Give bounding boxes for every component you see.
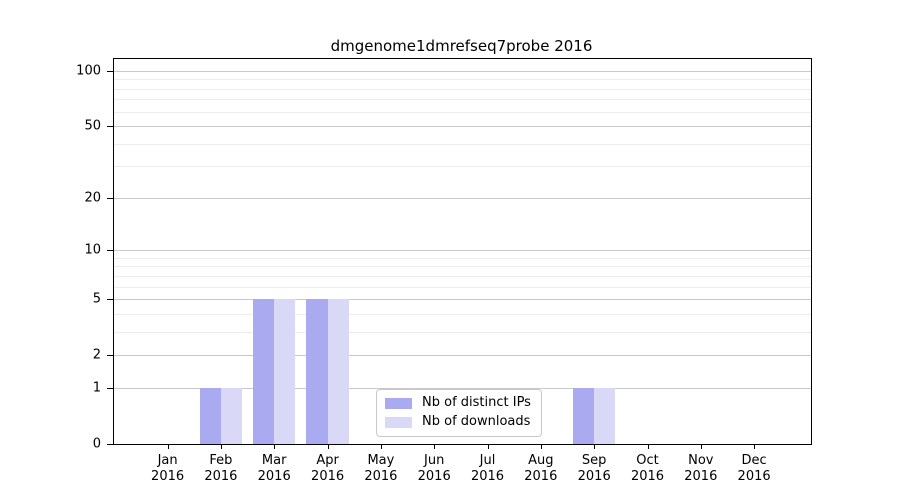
major-gridline-2 [114,355,811,357]
y-tick-label-20: 20 [84,190,101,206]
x-tick-label-oct: Oct 2016 [630,453,665,484]
x-tick-label-nov: Nov 2016 [684,453,718,484]
chart-title: dmgenome1dmrefseq7probe 2016 [330,37,593,55]
x-tick-label-jun: Jun 2016 [417,453,451,484]
y-tick-label-5: 5 [92,291,101,307]
minor-gridline-60 [114,111,811,113]
x-tick-mark-feb [220,444,222,449]
major-gridline-50 [114,126,811,128]
x-tick-label-sep: Sep 2016 [577,453,611,484]
major-gridline-100 [114,70,811,72]
plot-area: 0 1 2 5 10 20 50 100 Jan 2016 Feb 2016 Mar 2016 Apr… [76,58,812,484]
minor-gridline-7 [114,275,811,277]
major-gridline-20 [114,197,811,199]
minor-gridline-9 [114,257,811,259]
minor-gridline-70 [114,99,811,101]
minor-gridline-4 [114,313,811,315]
major-gridline-10 [114,250,811,252]
bar-distinct-ips-sep [572,388,595,444]
y-tick-label-100: 100 [76,63,101,79]
y-tick-mark-100 [107,70,113,72]
x-tick-mark-mar [274,444,276,449]
y-tick-label-50: 50 [84,118,101,134]
y-tick-label-10: 10 [84,242,101,258]
x-tick-mark-may [380,444,382,449]
minor-gridline-30 [114,166,811,168]
legend-swatch-distinct-ips [385,397,412,409]
y-tick-label-2: 2 [92,347,101,363]
y-tick-mark-1 [107,388,113,389]
minor-gridline-8 [114,266,811,268]
bar-distinct-ips-feb [199,388,221,444]
bar-downloads-mar [274,299,296,444]
minor-gridline-6 [114,286,811,288]
bar-downloads-feb [220,388,243,444]
y-tick-mark-20 [107,197,113,199]
x-tick-label-dec: Dec 2016 [737,453,771,484]
x-tick-mark-aug [540,444,542,449]
y-tick-mark-0 [107,444,113,445]
legend-swatch-downloads [385,416,412,428]
minor-gridline-3 [114,331,811,333]
x-tick-mark-nov [700,444,702,449]
legend-entry-distinct-ips: Nb of distinct IPs [385,395,531,411]
legend-label-downloads: Nb of downloads [422,414,531,429]
y-tick-mark-50 [107,126,113,128]
legend-label-distinct-ips: Nb of distinct IPs [422,395,531,410]
x-tick-label-apr: Apr 2016 [311,453,345,484]
y-tick-mark-10 [107,250,113,252]
major-gridline-5 [114,299,811,301]
y-tick-label-1: 1 [92,380,101,396]
x-tick-label-jul: Jul 2016 [470,453,505,484]
legend-entry-downloads: Nb of downloads [385,414,531,430]
x-tick-mark-jun [434,444,436,449]
x-tick-mark-jan [167,444,169,449]
x-tick-label-feb: Feb 2016 [204,453,238,484]
y-tick-mark-2 [107,355,113,357]
x-tick-mark-apr [327,444,329,449]
x-tick-mark-dec [754,444,756,449]
bar-downloads-apr [327,299,349,444]
y-tick-mark-5 [107,299,113,301]
minor-gridline-40 [114,143,811,145]
bar-distinct-ips-mar [252,299,275,444]
legend: Nb of distinct IPs Nb of downloads [376,389,542,437]
x-tick-mark-jul [487,444,489,449]
bar-downloads-sep [594,388,616,444]
minor-gridline-80 [114,88,811,90]
x-tick-mark-oct [647,444,649,449]
major-gridline-1 [114,388,811,389]
x-tick-label-aug: Aug 2016 [524,453,558,484]
x-tick-mark-sep [594,444,596,449]
minor-gridline-90 [114,79,811,81]
x-tick-label-jan: Jan 2016 [151,453,185,484]
x-tick-label-may: May 2016 [364,453,398,484]
y-tick-label-0: 0 [92,436,101,452]
x-tick-label-mar: Mar 2016 [257,453,291,484]
bar-distinct-ips-apr [306,299,328,444]
